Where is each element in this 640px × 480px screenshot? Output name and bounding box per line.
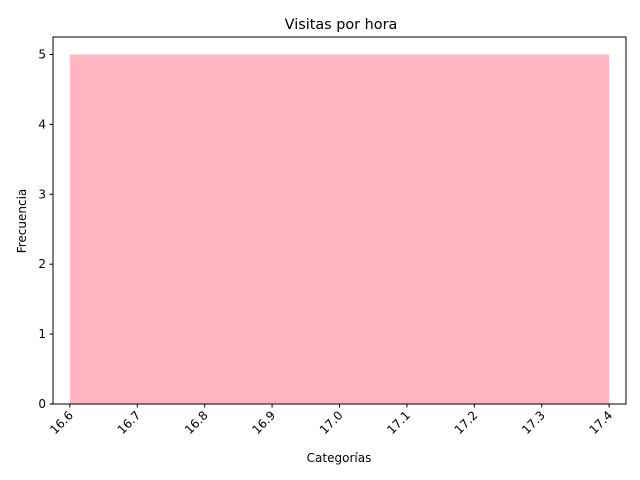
y-tick-label: 5 xyxy=(38,47,46,61)
y-tick-label: 2 xyxy=(38,257,46,271)
y-axis-label: Frecuencia xyxy=(15,189,29,254)
x-tick-label: 16.7 xyxy=(115,408,144,437)
y-tick-label: 4 xyxy=(38,117,46,131)
x-tick-label: 16.6 xyxy=(47,408,76,437)
x-tick-label: 16.8 xyxy=(182,408,211,437)
x-tick-label: 17.4 xyxy=(586,408,615,437)
x-tick-label: 17.0 xyxy=(317,408,346,437)
y-axis: 0 1 2 3 4 5 xyxy=(38,47,53,411)
y-tick-label: 1 xyxy=(38,327,46,341)
x-axis-label: Categorías xyxy=(307,451,372,465)
x-tick-label: 16.9 xyxy=(249,408,278,437)
x-tick-label: 17.1 xyxy=(384,408,413,437)
chart-title: Visitas por hora xyxy=(285,17,398,33)
x-tick-label: 17.3 xyxy=(519,408,548,437)
bar-0 xyxy=(69,54,610,404)
x-axis: 16.6 16.7 16.8 16.9 17.0 17.1 17.2 17.3 17.4 xyxy=(47,404,615,437)
y-tick-label: 3 xyxy=(38,187,46,201)
x-tick-label: 17.2 xyxy=(452,408,481,437)
y-tick-label: 0 xyxy=(38,397,46,411)
bars-group xyxy=(69,54,610,404)
